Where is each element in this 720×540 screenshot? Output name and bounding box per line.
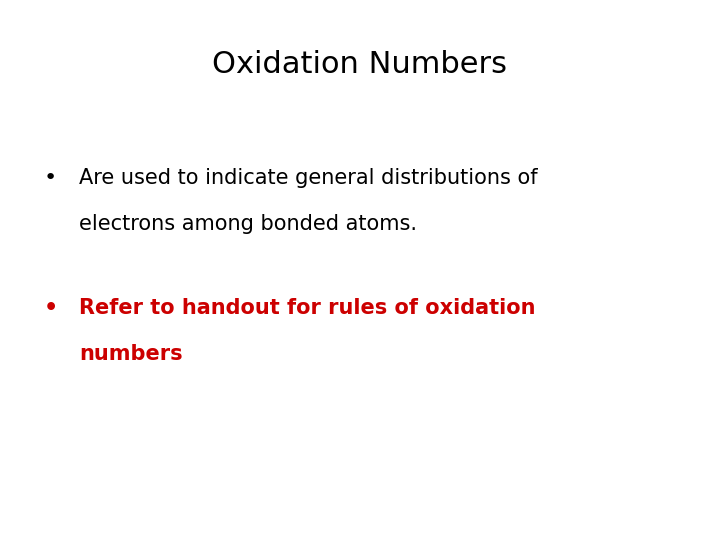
Text: Are used to indicate general distributions of: Are used to indicate general distributio… [79, 168, 538, 188]
Text: Refer to handout for rules of oxidation: Refer to handout for rules of oxidation [79, 298, 536, 318]
Text: numbers: numbers [79, 343, 183, 364]
Text: •: • [44, 168, 57, 188]
Text: Oxidation Numbers: Oxidation Numbers [212, 50, 508, 79]
Text: •: • [43, 298, 58, 318]
Text: electrons among bonded atoms.: electrons among bonded atoms. [79, 214, 417, 234]
